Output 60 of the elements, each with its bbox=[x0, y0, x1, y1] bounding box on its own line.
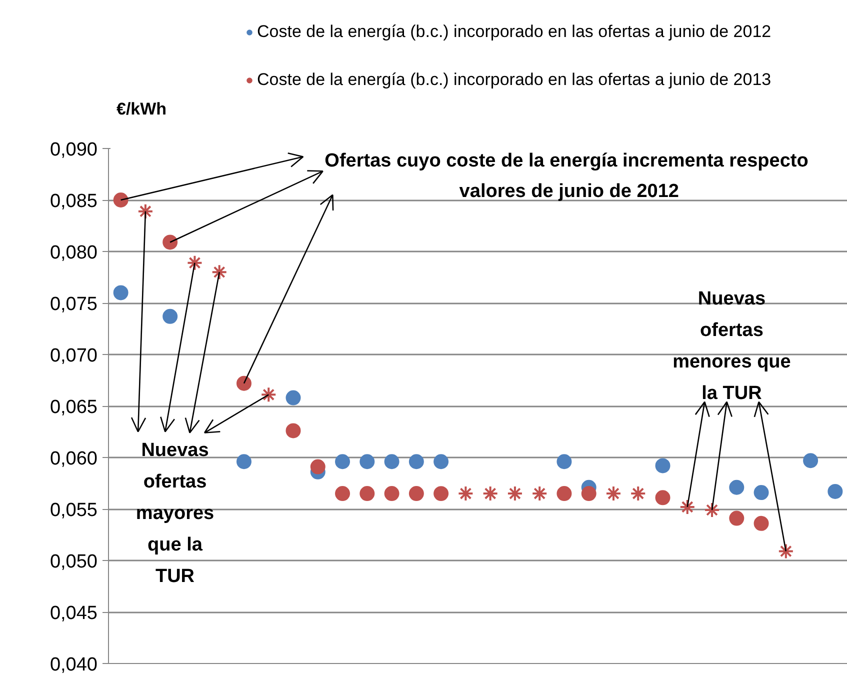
point bbox=[679, 498, 696, 515]
point bbox=[704, 502, 720, 518]
point bbox=[458, 486, 474, 502]
point bbox=[236, 454, 252, 470]
point bbox=[434, 486, 449, 502]
point bbox=[137, 203, 154, 220]
point bbox=[335, 486, 350, 502]
point bbox=[211, 264, 228, 280]
y-tick-label: 0,090 bbox=[50, 140, 98, 160]
y-tick-label: 0,070 bbox=[50, 346, 98, 366]
point bbox=[754, 516, 769, 531]
point bbox=[630, 486, 646, 502]
point bbox=[113, 192, 128, 208]
y-tick-label: 0,065 bbox=[50, 397, 98, 418]
point bbox=[360, 486, 375, 502]
y-tick-label: 0,080 bbox=[50, 242, 98, 264]
legend-label: Coste de la energía (b.c.) incorporado en las ofertas a junio de 2012 bbox=[257, 22, 772, 42]
point bbox=[286, 390, 301, 406]
y-tick-label: 0,045 bbox=[50, 603, 98, 624]
point bbox=[186, 254, 203, 271]
point bbox=[754, 485, 769, 500]
y-axis-title: €/kWh bbox=[116, 100, 167, 118]
point bbox=[655, 458, 670, 474]
point bbox=[162, 308, 178, 324]
point bbox=[506, 486, 523, 502]
point bbox=[335, 454, 350, 470]
y-tick-label: 0,085 bbox=[50, 191, 98, 212]
y-tick-label: 0,040 bbox=[50, 654, 98, 676]
point bbox=[408, 454, 424, 470]
point bbox=[482, 486, 498, 502]
point bbox=[236, 376, 252, 391]
point bbox=[581, 486, 596, 502]
point bbox=[729, 510, 744, 526]
legend-label: Coste de la energía (b.c.) incorporado en las ofertas a junio de 2013 bbox=[257, 70, 772, 90]
point bbox=[556, 454, 572, 470]
y-tick-label: 0,050 bbox=[50, 552, 98, 572]
point bbox=[655, 490, 670, 506]
point bbox=[260, 386, 277, 403]
point bbox=[605, 486, 622, 502]
annotation: Nuevas ofertas menores que la TUR bbox=[672, 288, 791, 404]
point bbox=[556, 486, 572, 502]
y-tick-label: 0,060 bbox=[50, 448, 98, 470]
y-tick-label: 0,055 bbox=[50, 500, 98, 521]
annotation: Nuevas ofertas mayores que la TUR bbox=[136, 440, 214, 587]
point bbox=[828, 484, 843, 499]
point bbox=[286, 423, 301, 438]
point bbox=[310, 459, 326, 474]
point bbox=[113, 285, 128, 300]
point bbox=[434, 454, 449, 470]
point bbox=[729, 480, 744, 495]
y-tick-label: 0,075 bbox=[50, 294, 98, 315]
point bbox=[162, 234, 178, 250]
annotation: Ofertas cuyo coste de la energía incrementa respecto valores de junio de 2012 bbox=[324, 150, 808, 202]
point bbox=[384, 486, 400, 502]
point bbox=[360, 454, 375, 470]
point bbox=[778, 543, 794, 560]
point bbox=[532, 486, 548, 502]
point bbox=[803, 453, 818, 468]
point bbox=[408, 486, 424, 502]
point bbox=[384, 454, 400, 470]
